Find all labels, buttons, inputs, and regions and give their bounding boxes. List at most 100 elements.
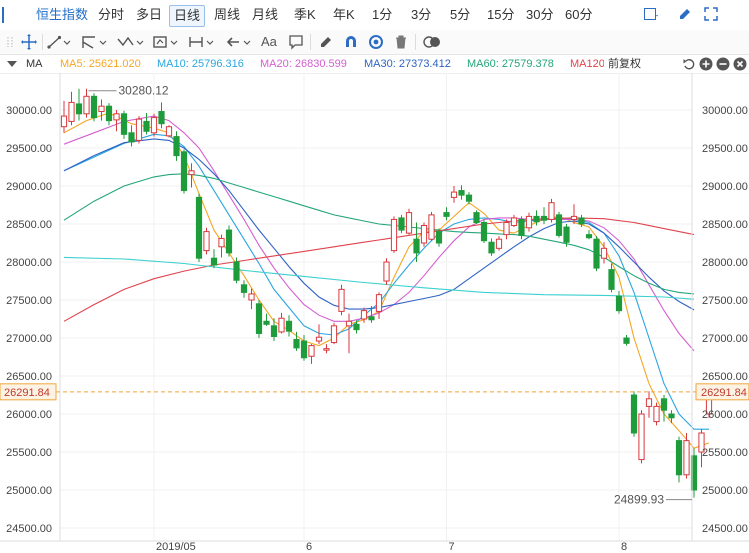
collapse-indicator-icon[interactable] — [6, 59, 18, 69]
period-tab-multiday[interactable]: 多日 — [136, 7, 163, 22]
y-tick-label-right: 26500.00 — [702, 371, 748, 383]
candle-up — [345, 320, 353, 327]
candle-down — [660, 398, 668, 411]
candle-down — [368, 316, 375, 321]
candle-down — [158, 111, 165, 125]
candle-up — [203, 231, 210, 252]
candle-down — [578, 217, 585, 225]
text-tool-icon[interactable]: Aa — [261, 34, 277, 49]
panel-toggle-icon[interactable] — [0, 4, 24, 26]
y-tick-label-right: 24500.00 — [702, 523, 748, 535]
x-tick-label: 2019/05 — [156, 541, 196, 553]
ma-indicator-bar: MA MA5: 25621.020 MA10: 25796.316 MA20: … — [0, 55, 749, 74]
candle-up — [135, 118, 143, 141]
period-tab-monthly[interactable]: 月线 — [252, 7, 279, 22]
measure-tool-icon[interactable] — [188, 33, 218, 51]
arrow-tool-icon[interactable] — [225, 33, 255, 51]
y-tick-label-right: 27500.00 — [702, 295, 748, 307]
add-indicator-icon[interactable] — [699, 57, 713, 71]
candle-up — [525, 215, 533, 229]
wave-tool-icon[interactable] — [116, 33, 146, 51]
period-tab-30min[interactable]: 30分 — [526, 7, 554, 22]
candle-up — [68, 101, 75, 122]
candle-up — [60, 115, 68, 128]
ma-line-ma120 — [63, 217, 695, 322]
candle-up — [450, 191, 458, 198]
candle-down — [143, 120, 150, 132]
candle-down — [105, 105, 113, 122]
candle-up — [390, 218, 398, 252]
trash-icon[interactable] — [393, 33, 409, 51]
period-tab-15min[interactable]: 15分 — [487, 7, 515, 22]
candle-down — [255, 303, 263, 334]
eye-icon[interactable] — [368, 33, 384, 51]
candle-down — [413, 238, 420, 254]
visibility-toggle-icon[interactable] — [422, 33, 442, 51]
x-tick-label: 6 — [306, 541, 312, 553]
period-tab-1min[interactable]: 1分 — [372, 7, 393, 22]
period-tab-daily[interactable]: 日线 — [169, 5, 206, 27]
candle-down — [225, 229, 233, 254]
fullscreen-icon[interactable] — [703, 6, 719, 22]
y-tick-label-right: 28000.00 — [702, 257, 748, 269]
candle-down — [473, 212, 480, 223]
candle-down — [128, 132, 135, 143]
candle-down — [593, 238, 600, 269]
candle-down — [120, 113, 128, 135]
candlestick-chart[interactable]: 30000.00 30000.00 29500.00 29500.00 29000.00… — [0, 73, 749, 553]
candle-down — [563, 226, 570, 243]
reset-icon[interactable] — [682, 57, 696, 71]
x-tick-label: 8 — [621, 541, 627, 553]
candle-down — [90, 95, 98, 119]
candle-down — [555, 214, 563, 236]
period-tab-weekly[interactable]: 周线 — [214, 7, 241, 22]
ma-indicator-name[interactable]: MA — [26, 58, 43, 70]
y-tick-label-left: 25000.00 — [6, 485, 52, 497]
period-tab-timeshare[interactable]: 分时 — [98, 7, 125, 22]
draw-pen-icon[interactable] — [677, 6, 693, 22]
ma60-value: MA60: 27579.378 — [467, 58, 554, 70]
period-tab-5min[interactable]: 5分 — [450, 7, 471, 22]
pen-icon[interactable] — [318, 33, 334, 51]
y-tick-label-left: 27000.00 — [6, 333, 52, 345]
candle-down — [488, 241, 495, 254]
candle-down — [690, 455, 698, 491]
chart-type-select-icon[interactable] — [643, 6, 659, 22]
trend-line-icon[interactable] — [46, 33, 72, 51]
axes: 30000.00 30000.00 29500.00 29500.00 29000.00… — [0, 73, 749, 553]
comment-tool-icon[interactable] — [288, 33, 304, 51]
high-marker-label: 30280.12 — [119, 84, 169, 98]
ma-line-ma30 — [63, 138, 695, 311]
candle-up — [360, 310, 368, 320]
ma30-value: MA30: 27373.412 — [364, 58, 451, 70]
y-tick-label-left: 27500.00 — [6, 295, 52, 307]
grid — [60, 73, 692, 541]
crosshair-icon[interactable] — [20, 33, 38, 51]
ma-line-ma10 — [63, 133, 709, 430]
candle-up — [113, 113, 120, 121]
range-tool-icon[interactable] — [152, 33, 182, 51]
ray-tool-icon[interactable] — [80, 33, 110, 51]
close-indicator-icon[interactable] — [733, 57, 747, 71]
period-tab-3min[interactable]: 3分 — [411, 7, 432, 22]
period-tab-quarterly[interactable]: 季K — [294, 7, 316, 22]
magnet-icon[interactable] — [343, 33, 359, 51]
candle-down — [293, 339, 300, 349]
candle-down — [195, 196, 203, 259]
period-tab-yearly[interactable]: 年K — [333, 7, 355, 22]
candle-up — [248, 293, 255, 301]
period-tab-60min[interactable]: 60分 — [565, 7, 593, 22]
index-name-tab[interactable]: 恒生指数 — [36, 7, 89, 22]
y-tick-label-left: 26500.00 — [6, 371, 52, 383]
candle-up — [330, 325, 338, 344]
y-tick-label-right: 25000.00 — [702, 485, 748, 497]
candle-up — [308, 345, 315, 357]
remove-indicator-icon[interactable] — [716, 57, 730, 71]
candles — [60, 88, 713, 498]
price-adjust-select[interactable]: 前复权 — [608, 58, 641, 70]
y-tick-label-right: 27000.00 — [702, 333, 748, 345]
candle-down — [173, 136, 180, 157]
candle-up — [150, 117, 158, 134]
candle-up — [510, 217, 518, 227]
